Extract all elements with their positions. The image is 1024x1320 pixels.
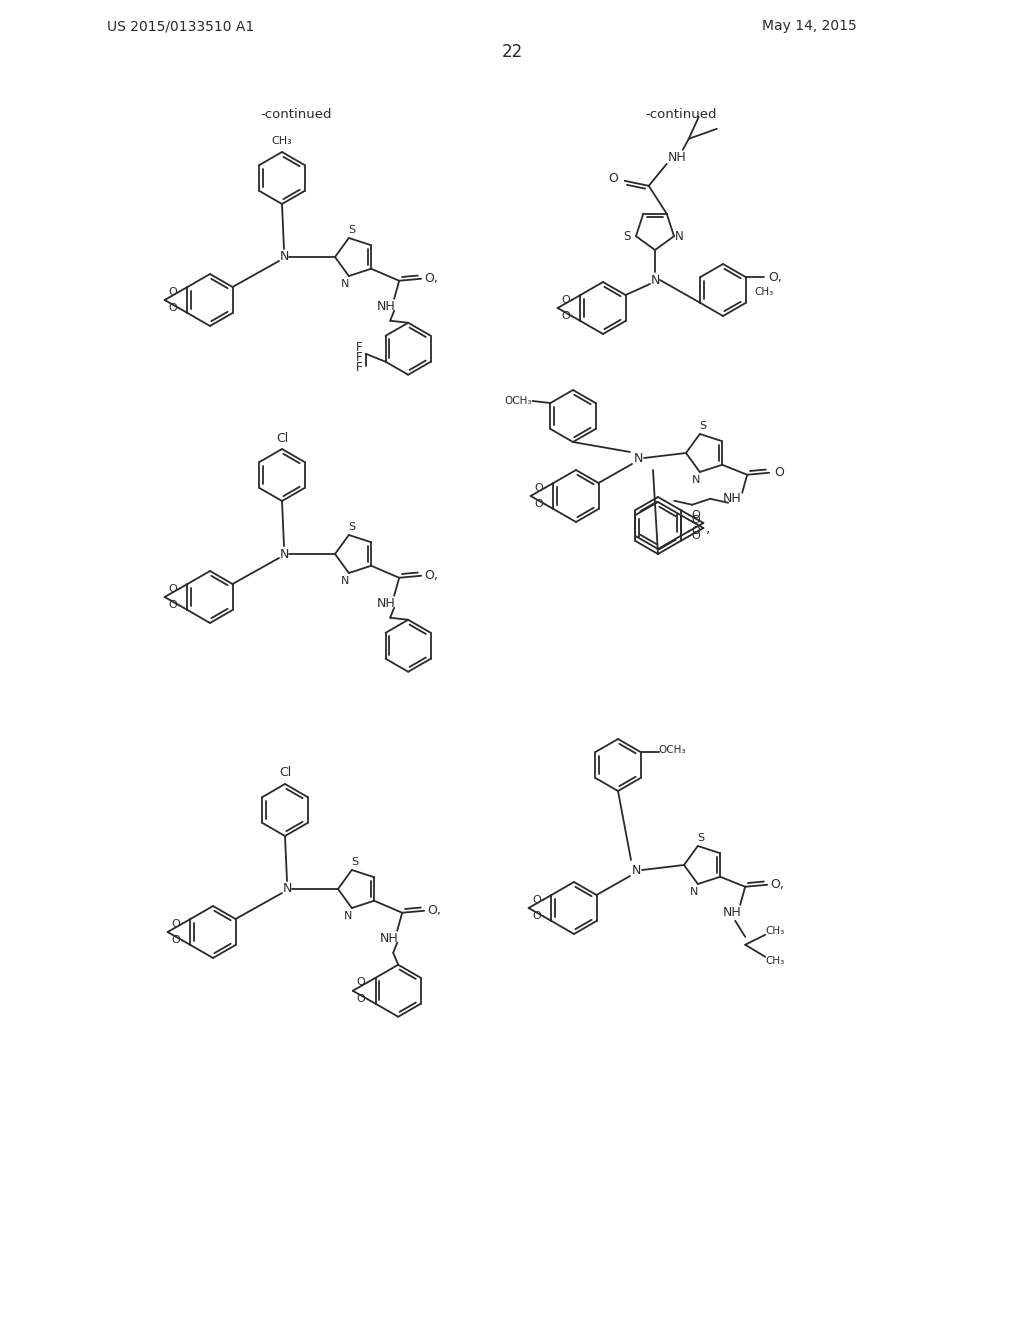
Text: ,: , — [707, 521, 711, 535]
Text: S: S — [624, 230, 631, 243]
Text: O: O — [532, 895, 541, 904]
Text: F: F — [356, 342, 362, 354]
Text: O,: O, — [424, 272, 438, 285]
Text: O: O — [691, 532, 699, 541]
Text: CH₃: CH₃ — [766, 956, 784, 966]
Text: N: N — [283, 883, 292, 895]
Text: S: S — [348, 224, 355, 235]
Text: NH: NH — [668, 152, 686, 164]
Text: NH: NH — [723, 492, 741, 506]
Text: -continued: -continued — [260, 108, 332, 121]
Text: Cl: Cl — [279, 767, 291, 780]
Text: N: N — [280, 548, 289, 561]
Text: CH₃: CH₃ — [766, 925, 784, 936]
Text: N: N — [689, 887, 698, 898]
Text: CH₃: CH₃ — [754, 286, 773, 297]
Text: O,: O, — [427, 904, 441, 917]
Text: NH: NH — [377, 300, 395, 313]
Text: F: F — [356, 351, 362, 364]
Text: NH: NH — [723, 907, 741, 919]
Text: O,: O, — [770, 878, 784, 891]
Text: O,: O, — [769, 271, 782, 284]
Text: F: F — [356, 362, 362, 375]
Text: O: O — [535, 499, 543, 510]
Text: O: O — [171, 919, 180, 928]
Text: O: O — [691, 510, 699, 520]
Text: O: O — [171, 936, 180, 945]
Text: O: O — [168, 304, 177, 313]
Text: O: O — [356, 994, 365, 1005]
Text: S: S — [697, 833, 705, 843]
Text: O,: O, — [424, 569, 438, 582]
Text: O: O — [774, 466, 784, 479]
Text: S: S — [699, 421, 707, 430]
Text: N: N — [344, 911, 352, 921]
Text: O: O — [691, 527, 699, 536]
Text: S: S — [348, 521, 355, 532]
Text: NH: NH — [380, 932, 398, 945]
Text: N: N — [633, 451, 643, 465]
Text: S: S — [351, 857, 358, 867]
Text: CH₃: CH₃ — [271, 136, 293, 147]
Text: O: O — [561, 294, 569, 305]
Text: O: O — [691, 515, 699, 524]
Text: N: N — [280, 251, 289, 264]
Text: US 2015/0133510 A1: US 2015/0133510 A1 — [106, 18, 254, 33]
Text: O: O — [356, 977, 365, 987]
Text: -continued: -continued — [645, 108, 717, 121]
Text: N: N — [341, 576, 349, 586]
Text: O: O — [168, 601, 177, 610]
Text: O: O — [532, 911, 541, 921]
Text: O: O — [608, 173, 617, 185]
Text: NH: NH — [377, 597, 395, 610]
Text: May 14, 2015: May 14, 2015 — [762, 18, 857, 33]
Text: OCH₃: OCH₃ — [505, 396, 532, 407]
Text: O: O — [168, 583, 177, 594]
Text: N: N — [650, 273, 659, 286]
Text: N: N — [632, 863, 641, 876]
Text: N: N — [341, 279, 349, 289]
Text: O: O — [561, 312, 569, 322]
Text: O: O — [168, 286, 177, 297]
Text: OCH₃: OCH₃ — [658, 744, 686, 755]
Text: O: O — [535, 483, 543, 492]
Text: N: N — [675, 230, 683, 243]
Text: N: N — [691, 475, 700, 484]
Text: 22: 22 — [502, 44, 522, 61]
Text: Cl: Cl — [275, 432, 288, 445]
